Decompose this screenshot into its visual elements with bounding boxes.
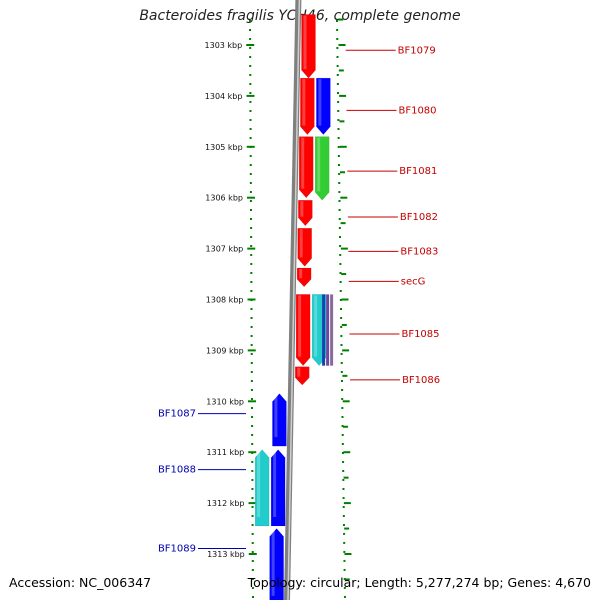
- ruler-label: 1308 kbp: [206, 296, 244, 305]
- gene-highlight: [301, 137, 305, 189]
- gene-arrow: [298, 136, 314, 199]
- gene-highlight: [299, 268, 303, 279]
- ruler-label: 1312 kbp: [207, 499, 245, 508]
- gene-highlight: [300, 201, 304, 217]
- gene-arrow: [269, 528, 284, 600]
- gene-label: BF1081: [399, 166, 437, 177]
- gene-highlight: [302, 79, 306, 126]
- gene-arrow: [272, 393, 287, 447]
- gene-highlight: [317, 137, 321, 192]
- backbone-line: [284, 0, 302, 600]
- ruler-label: 1313 kbp: [207, 550, 245, 559]
- gene-arrow: [295, 294, 311, 367]
- ruler-label: 1307 kbp: [206, 245, 244, 254]
- gene-label: BF1083: [400, 246, 438, 257]
- gene-highlight: [299, 229, 303, 258]
- gene-label: BF1082: [400, 212, 438, 223]
- gene-arrow: [270, 449, 286, 527]
- backbone-highlight: [287, 0, 301, 600]
- gene-arrow: [254, 449, 270, 527]
- gene-arrow: [314, 136, 330, 201]
- ruler-right-dots: [336, 19, 346, 600]
- gene-label: BF1087: [158, 409, 196, 420]
- accession-label: Accession: NC_006347: [9, 575, 152, 590]
- gene-highlight: [257, 450, 261, 518]
- gene-highlight: [303, 15, 307, 70]
- gene-highlight: [318, 79, 322, 126]
- gene-highlight: [297, 367, 301, 377]
- gene-label: BF1080: [398, 105, 436, 116]
- gene-label: BF1079: [398, 45, 436, 56]
- gene-arrow: [301, 14, 316, 79]
- gene-arrow: [296, 267, 312, 288]
- ruler-left-dots: [249, 19, 254, 600]
- gene-label: BF1088: [158, 465, 196, 476]
- gene-arrow: [300, 77, 315, 135]
- ruler-label: 1310 kbp: [206, 397, 244, 406]
- ruler-label: 1306 kbp: [205, 194, 243, 203]
- gene-arrow: [295, 366, 310, 386]
- gene-highlight: [298, 295, 302, 357]
- gene-arrow: [298, 199, 313, 227]
- gene-stripe: [330, 294, 334, 366]
- gene-stripe: [326, 294, 330, 366]
- ruler-label: 1303 kbp: [205, 41, 243, 50]
- gene-stripe: [322, 294, 326, 366]
- gene-arrow: [316, 77, 331, 135]
- gene-highlight: [314, 295, 318, 357]
- gene-arrow: [297, 227, 312, 267]
- ruler-label: 1304 kbp: [205, 92, 243, 101]
- gene-label: BF1086: [402, 375, 440, 386]
- ruler-label: 1305 kbp: [205, 143, 243, 152]
- gene-label: BF1089: [158, 544, 196, 555]
- gene-label: secG: [401, 276, 426, 287]
- gene-highlight: [274, 394, 278, 438]
- gene-highlight: [271, 529, 275, 596]
- ruler-label: 1311 kbp: [207, 448, 245, 457]
- gene-label: BF1085: [401, 329, 439, 340]
- ruler-label: 1309 kbp: [206, 346, 244, 355]
- genome-stats-label: Topology: circular; Length: 5,277,274 bp…: [247, 575, 591, 590]
- gene-highlight: [273, 450, 277, 518]
